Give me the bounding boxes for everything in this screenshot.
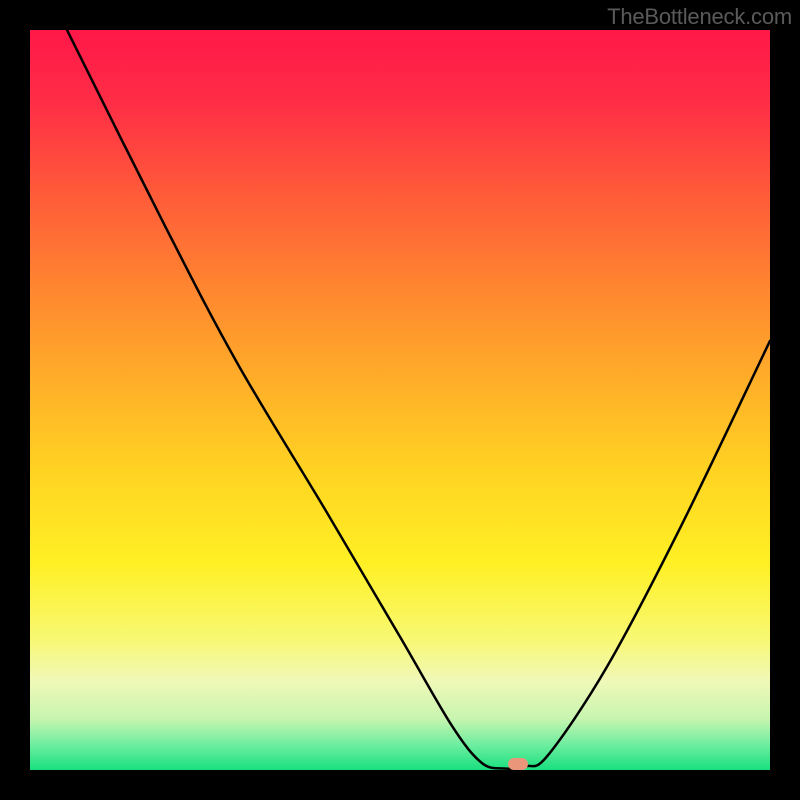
bottleneck-line — [30, 30, 770, 770]
optimal-marker — [508, 758, 528, 770]
watermark-text: TheBottleneck.com — [607, 4, 792, 30]
plot-area — [30, 30, 770, 770]
